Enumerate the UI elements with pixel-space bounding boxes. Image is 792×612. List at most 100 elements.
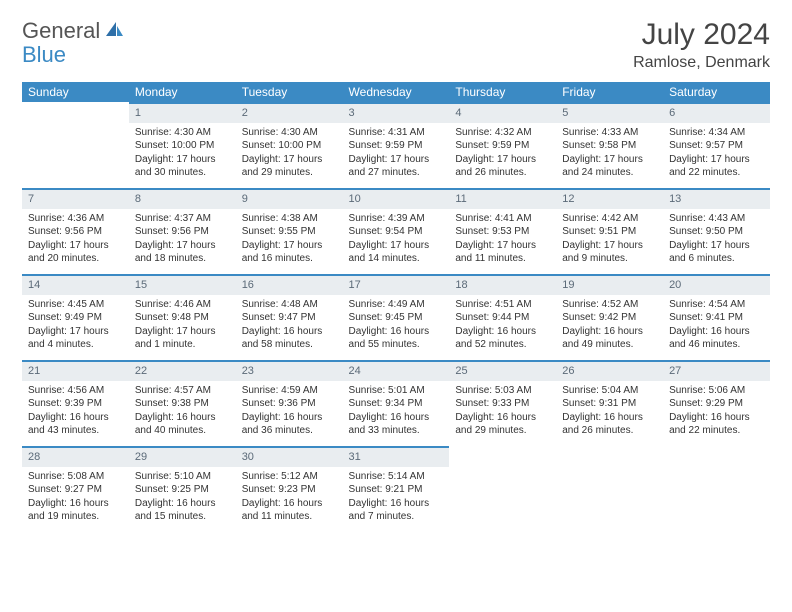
- brand-part2: Blue: [22, 42, 66, 68]
- day-number: 4: [449, 102, 556, 123]
- day-dl1: Daylight: 16 hours: [135, 411, 230, 425]
- day-details: Sunrise: 5:01 AMSunset: 9:34 PMDaylight:…: [343, 381, 450, 442]
- day-dl1: Daylight: 16 hours: [242, 411, 337, 425]
- day-sr: Sunrise: 4:52 AM: [562, 298, 657, 312]
- calendar-cell: [449, 446, 556, 532]
- day-ss: Sunset: 9:29 PM: [669, 397, 764, 411]
- calendar-week: 14Sunrise: 4:45 AMSunset: 9:49 PMDayligh…: [22, 274, 770, 360]
- day-dl1: Daylight: 17 hours: [455, 239, 550, 253]
- weekday-header: Thursday: [449, 82, 556, 102]
- calendar-cell: [556, 446, 663, 532]
- day-sr: Sunrise: 4:39 AM: [349, 212, 444, 226]
- day-details: Sunrise: 4:37 AMSunset: 9:56 PMDaylight:…: [129, 209, 236, 270]
- day-sr: Sunrise: 4:41 AM: [455, 212, 550, 226]
- location-label: Ramlose, Denmark: [633, 54, 770, 72]
- calendar-cell: 4Sunrise: 4:32 AMSunset: 9:59 PMDaylight…: [449, 102, 556, 188]
- day-number: 7: [22, 188, 129, 209]
- day-ss: Sunset: 9:42 PM: [562, 311, 657, 325]
- day-dl1: Daylight: 17 hours: [135, 153, 230, 167]
- day-sr: Sunrise: 4:46 AM: [135, 298, 230, 312]
- day-number: 26: [556, 360, 663, 381]
- day-dl2: and 46 minutes.: [669, 338, 764, 352]
- day-number: 3: [343, 102, 450, 123]
- calendar-cell: 23 Sunrise: 4:59 AMSunset: 9:36 PMDayligh…: [236, 360, 343, 446]
- calendar-cell: 28Sunrise: 5:08 AMSunset: 9:27 PMDayligh…: [22, 446, 129, 532]
- header: General July 2024 Ramlose, Denmark: [22, 18, 770, 72]
- day-sr: Sunrise: 4:43 AM: [669, 212, 764, 226]
- day-sr: Sunrise: 5:04 AM: [562, 384, 657, 398]
- day-number: 21: [22, 360, 129, 381]
- day-dl2: and 30 minutes.: [135, 166, 230, 180]
- day-ss: Sunset: 9:48 PM: [135, 311, 230, 325]
- day-sr: Sunrise: 4:49 AM: [349, 298, 444, 312]
- calendar-cell: 19Sunrise: 4:52 AMSunset: 9:42 PMDayligh…: [556, 274, 663, 360]
- day-details: Sunrise: 5:04 AMSunset: 9:31 PMDaylight:…: [556, 381, 663, 442]
- day-dl1: Daylight: 16 hours: [135, 497, 230, 511]
- day-dl2: and 49 minutes.: [562, 338, 657, 352]
- calendar-cell: 12Sunrise: 4:42 AMSunset: 9:51 PMDayligh…: [556, 188, 663, 274]
- day-number: 15: [129, 274, 236, 295]
- day-sr: Sunrise: 5:06 AM: [669, 384, 764, 398]
- day-dl1: Daylight: 17 hours: [135, 325, 230, 339]
- day-details: Sunrise: 5:03 AMSunset: 9:33 PMDaylight:…: [449, 381, 556, 442]
- calendar-cell: 26Sunrise: 5:04 AMSunset: 9:31 PMDayligh…: [556, 360, 663, 446]
- day-details: Sunrise: 5:08 AMSunset: 9:27 PMDaylight:…: [22, 467, 129, 528]
- day-sr: Sunrise: 4:42 AM: [562, 212, 657, 226]
- calendar-cell: 10Sunrise: 4:39 AMSunset: 9:54 PMDayligh…: [343, 188, 450, 274]
- day-dl2: and 22 minutes.: [669, 166, 764, 180]
- day-details: Sunrise: 5:12 AMSunset: 9:23 PMDaylight:…: [236, 467, 343, 528]
- day-sr: Sunrise: 4:48 AM: [242, 298, 337, 312]
- day-sr: Sunrise: 4:33 AM: [562, 126, 657, 140]
- day-sr: Sunrise: 5:12 AM: [242, 470, 337, 484]
- day-dl2: and 40 minutes.: [135, 424, 230, 438]
- calendar-cell: [663, 446, 770, 532]
- day-dl2: and 15 minutes.: [135, 510, 230, 524]
- day-number: 6: [663, 102, 770, 123]
- day-dl1: Daylight: 17 hours: [242, 153, 337, 167]
- day-number: 1: [129, 102, 236, 123]
- day-number: 28: [22, 446, 129, 467]
- day-ss: Sunset: 9:33 PM: [455, 397, 550, 411]
- calendar-body: 1Sunrise: 4:30 AMSunset: 10:00 PMDayligh…: [22, 102, 770, 532]
- day-details: Sunrise: 5:14 AMSunset: 9:21 PMDaylight:…: [343, 467, 450, 528]
- day-dl1: Daylight: 17 hours: [669, 153, 764, 167]
- day-ss: Sunset: 9:56 PM: [28, 225, 123, 239]
- weekday-header: Friday: [556, 82, 663, 102]
- day-number: 30: [236, 446, 343, 467]
- calendar-week: 21Sunrise: 4:56 AMSunset: 9:39 PMDayligh…: [22, 360, 770, 446]
- calendar-cell: 24Sunrise: 5:01 AMSunset: 9:34 PMDayligh…: [343, 360, 450, 446]
- day-dl1: Daylight: 16 hours: [349, 411, 444, 425]
- day-number: 29: [129, 446, 236, 467]
- calendar-cell: 9Sunrise: 4:38 AMSunset: 9:55 PMDaylight…: [236, 188, 343, 274]
- day-dl2: and 52 minutes.: [455, 338, 550, 352]
- day-dl2: and 27 minutes.: [349, 166, 444, 180]
- day-ss: Sunset: 9:54 PM: [349, 225, 444, 239]
- day-number: 23: [236, 360, 343, 381]
- day-dl2: and 26 minutes.: [455, 166, 550, 180]
- day-ss: Sunset: 9:34 PM: [349, 397, 444, 411]
- day-ss: Sunset: 9:44 PM: [455, 311, 550, 325]
- day-dl2: and 22 minutes.: [669, 424, 764, 438]
- day-details: Sunrise: 4:54 AMSunset: 9:41 PMDaylight:…: [663, 295, 770, 356]
- day-dl1: Daylight: 17 hours: [349, 153, 444, 167]
- day-sr: Sunrise: 4:30 AM: [135, 126, 230, 140]
- day-number: 14: [22, 274, 129, 295]
- calendar-cell: 30Sunrise: 5:12 AMSunset: 9:23 PMDayligh…: [236, 446, 343, 532]
- day-ss: Sunset: 9:59 PM: [349, 139, 444, 153]
- day-ss: Sunset: 9:21 PM: [349, 483, 444, 497]
- day-dl1: Daylight: 17 hours: [349, 239, 444, 253]
- day-dl2: and 58 minutes.: [242, 338, 337, 352]
- calendar-cell: 20Sunrise: 4:54 AMSunset: 9:41 PMDayligh…: [663, 274, 770, 360]
- day-sr: Sunrise: 4:30 AM: [242, 126, 337, 140]
- calendar-cell: 2Sunrise: 4:30 AMSunset: 10:00 PMDayligh…: [236, 102, 343, 188]
- weekday-header: Wednesday: [343, 82, 450, 102]
- day-dl1: Daylight: 16 hours: [669, 411, 764, 425]
- calendar-cell: 11Sunrise: 4:41 AMSunset: 9:53 PMDayligh…: [449, 188, 556, 274]
- weekday-header: Tuesday: [236, 82, 343, 102]
- day-number: 19: [556, 274, 663, 295]
- day-sr: Sunrise: 4:59 AM: [242, 384, 337, 398]
- day-details: Sunrise: 4:38 AMSunset: 9:55 PMDaylight:…: [236, 209, 343, 270]
- day-ss: Sunset: 9:36 PM: [242, 397, 337, 411]
- calendar-week: 1Sunrise: 4:30 AMSunset: 10:00 PMDayligh…: [22, 102, 770, 188]
- day-number: 11: [449, 188, 556, 209]
